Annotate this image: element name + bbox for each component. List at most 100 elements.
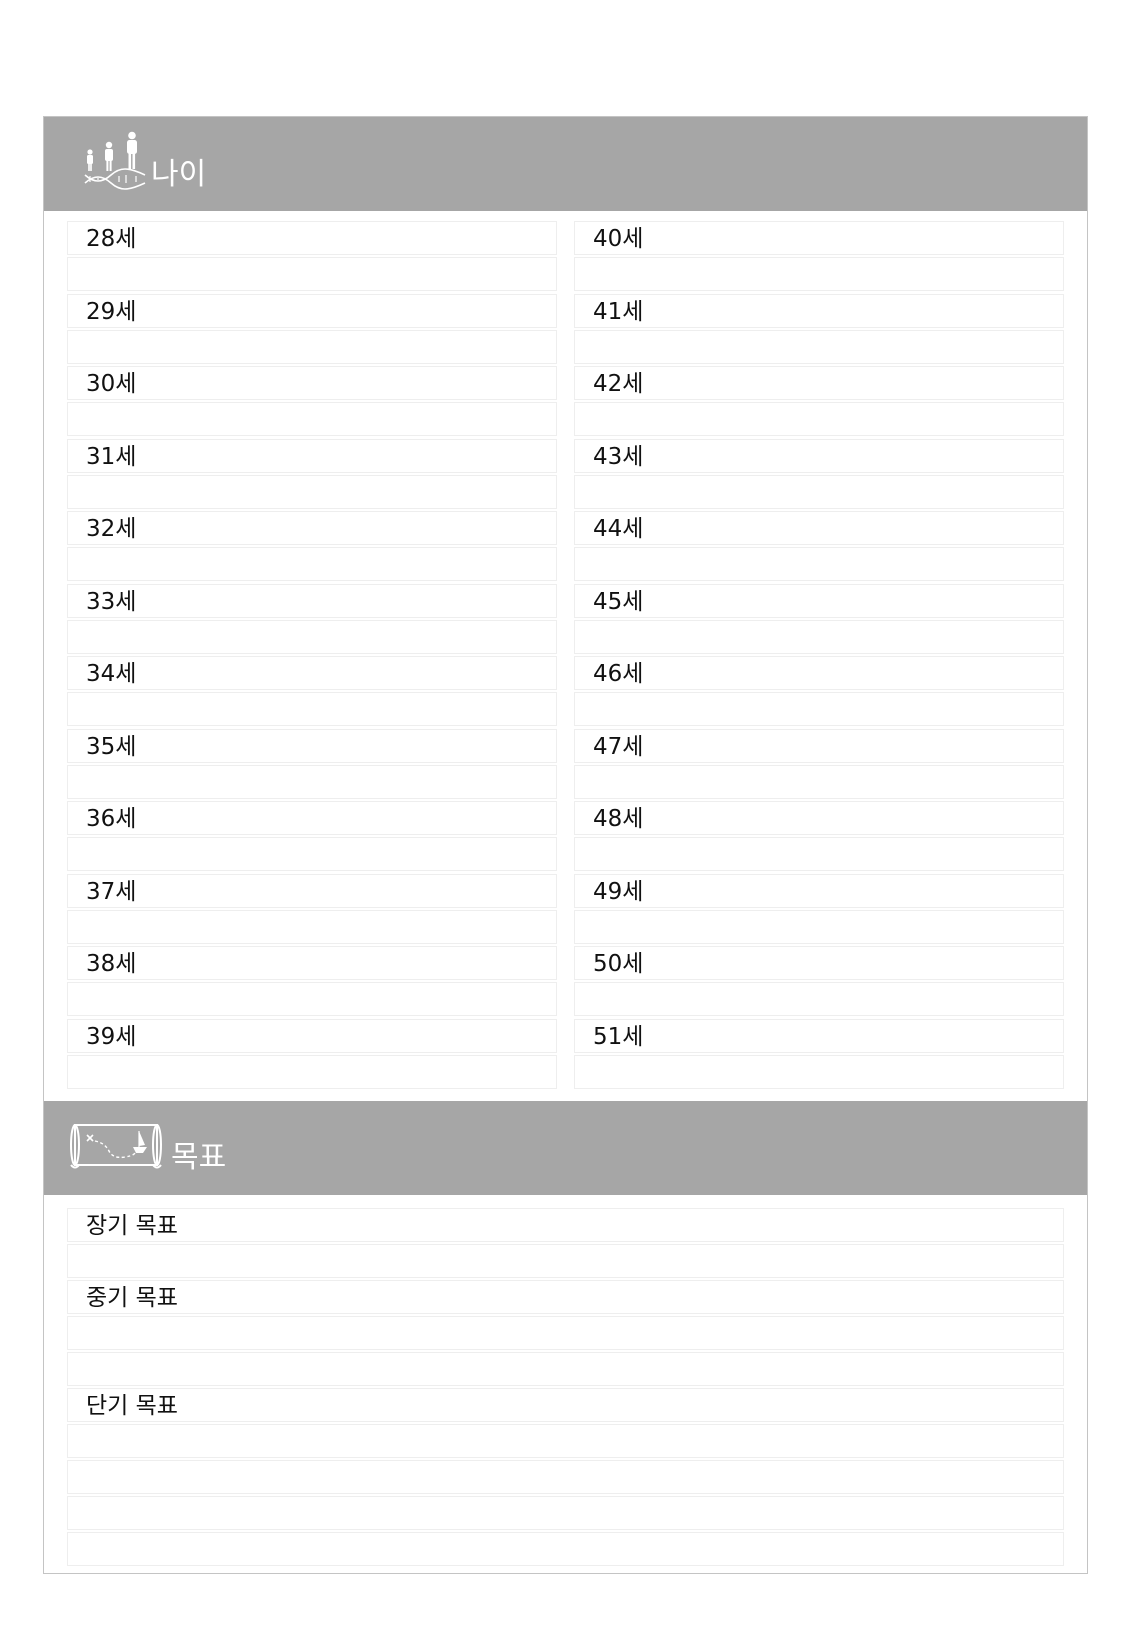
age-label: 44세 (593, 516, 644, 542)
blank-line[interactable] (67, 619, 557, 654)
planner-sheet: 나이 28세 29세 30세 31세 32세 33세 34세 35세 36세 3… (43, 116, 1088, 1574)
age-line[interactable]: 41세 (574, 293, 1064, 328)
blank-line[interactable] (67, 257, 557, 291)
blank-line[interactable] (574, 982, 1064, 1016)
blank-line[interactable] (67, 1352, 1064, 1386)
blank-line[interactable] (67, 329, 557, 364)
age-line[interactable]: 40세 (574, 221, 1064, 255)
age-entry: 29세 (67, 293, 557, 367)
age-entry: 48세 (574, 801, 1064, 874)
age-label: 29세 (86, 298, 137, 325)
mid-term-goal-label: 중기 목표 (86, 1285, 178, 1311)
blank-line[interactable] (574, 474, 1064, 509)
age-entry: 41세 (574, 293, 1064, 367)
age-line[interactable]: 39세 (67, 1018, 557, 1053)
age-label: 42세 (593, 371, 644, 397)
age-line[interactable]: 36세 (67, 801, 557, 835)
age-line[interactable]: 50세 (574, 946, 1064, 980)
age-line[interactable]: 46세 (574, 656, 1064, 690)
blank-line[interactable] (67, 547, 557, 581)
age-entry: 49세 (574, 873, 1064, 947)
blank-line[interactable] (67, 402, 557, 436)
blank-line[interactable] (67, 474, 557, 509)
age-line[interactable]: 38세 (67, 946, 557, 980)
age-line[interactable]: 33세 (67, 583, 557, 618)
age-label: 50세 (593, 951, 644, 977)
age-entry: 30세 (67, 366, 557, 439)
short-term-goal-label: 단기 목표 (86, 1393, 178, 1419)
age-entry: 28세 (67, 221, 557, 294)
blank-line[interactable] (67, 1460, 1064, 1494)
blank-line[interactable] (67, 692, 557, 726)
age-entry: 39세 (67, 1018, 557, 1092)
age-entry: 44세 (574, 511, 1064, 584)
age-line[interactable]: 45세 (574, 583, 1064, 618)
goal-section-title: 목표 (171, 1140, 227, 1175)
blank-line[interactable] (67, 837, 557, 871)
age-line[interactable]: 29세 (67, 293, 557, 328)
age-entry: 43세 (574, 438, 1064, 512)
age-line[interactable]: 35세 (67, 728, 557, 763)
age-entry: 42세 (574, 366, 1064, 439)
age-entry: 36세 (67, 801, 557, 874)
blank-line[interactable] (67, 982, 557, 1016)
age-label: 31세 (86, 443, 137, 470)
blank-line[interactable] (574, 837, 1064, 871)
people-growth-dna-icon (84, 131, 146, 190)
blank-line[interactable] (67, 764, 557, 799)
age-line[interactable]: 42세 (574, 366, 1064, 400)
age-line[interactable]: 32세 (67, 511, 557, 545)
goal-section-header: 목표 (44, 1101, 1087, 1195)
age-line[interactable]: 51세 (574, 1018, 1064, 1053)
age-label: 48세 (593, 806, 644, 832)
age-label: 45세 (593, 588, 644, 615)
age-line[interactable]: 30세 (67, 366, 557, 400)
age-line[interactable]: 34세 (67, 656, 557, 690)
blank-line[interactable] (574, 692, 1064, 726)
blank-line[interactable] (574, 909, 1064, 944)
age-label: 37세 (86, 878, 137, 905)
age-label: 36세 (86, 806, 137, 832)
age-column-right: 40세 41세 42세 43세 44세 45세 46세 47세 48세 49세 … (574, 221, 1064, 1091)
age-entry: 50세 (574, 946, 1064, 1019)
age-line[interactable]: 44세 (574, 511, 1064, 545)
blank-line[interactable] (574, 764, 1064, 799)
blank-line[interactable] (574, 1054, 1064, 1089)
blank-line[interactable] (574, 257, 1064, 291)
blank-line[interactable] (574, 402, 1064, 436)
age-label: 32세 (86, 516, 137, 542)
age-label: 38세 (86, 951, 137, 977)
age-line[interactable]: 43세 (574, 438, 1064, 473)
blank-line[interactable] (67, 1496, 1064, 1530)
treasure-map-icon (70, 1124, 162, 1169)
age-line[interactable]: 47세 (574, 728, 1064, 763)
long-term-goal-label: 장기 목표 (86, 1213, 178, 1239)
blank-line[interactable] (574, 619, 1064, 654)
short-term-goal-line[interactable]: 단기 목표 (67, 1388, 1064, 1422)
age-label: 35세 (86, 733, 137, 760)
blank-line[interactable] (67, 1054, 557, 1089)
blank-line[interactable] (67, 1424, 1064, 1458)
blank-line[interactable] (67, 909, 557, 944)
age-label: 43세 (593, 443, 644, 470)
mid-term-goal-line[interactable]: 중기 목표 (67, 1280, 1064, 1314)
blank-line[interactable] (67, 1316, 1064, 1350)
blank-line[interactable] (574, 547, 1064, 581)
blank-line[interactable] (67, 1532, 1064, 1566)
long-term-goal-line[interactable]: 장기 목표 (67, 1208, 1064, 1242)
age-line[interactable]: 48세 (574, 801, 1064, 835)
age-entry: 46세 (574, 656, 1064, 729)
age-line[interactable]: 31세 (67, 438, 557, 473)
age-line[interactable]: 28세 (67, 221, 557, 255)
blank-line[interactable] (574, 329, 1064, 364)
age-line[interactable]: 37세 (67, 873, 557, 908)
age-column-left: 28세 29세 30세 31세 32세 33세 34세 35세 36세 37세 … (67, 221, 557, 1091)
age-entry: 31세 (67, 438, 557, 512)
age-label: 46세 (593, 661, 644, 687)
goal-lines: 장기 목표 중기 목표 단기 목표 (67, 1208, 1064, 1568)
age-entry: 33세 (67, 583, 557, 657)
age-label: 28세 (86, 226, 137, 252)
blank-line[interactable] (67, 1244, 1064, 1278)
age-entry: 45세 (574, 583, 1064, 657)
age-line[interactable]: 49세 (574, 873, 1064, 908)
